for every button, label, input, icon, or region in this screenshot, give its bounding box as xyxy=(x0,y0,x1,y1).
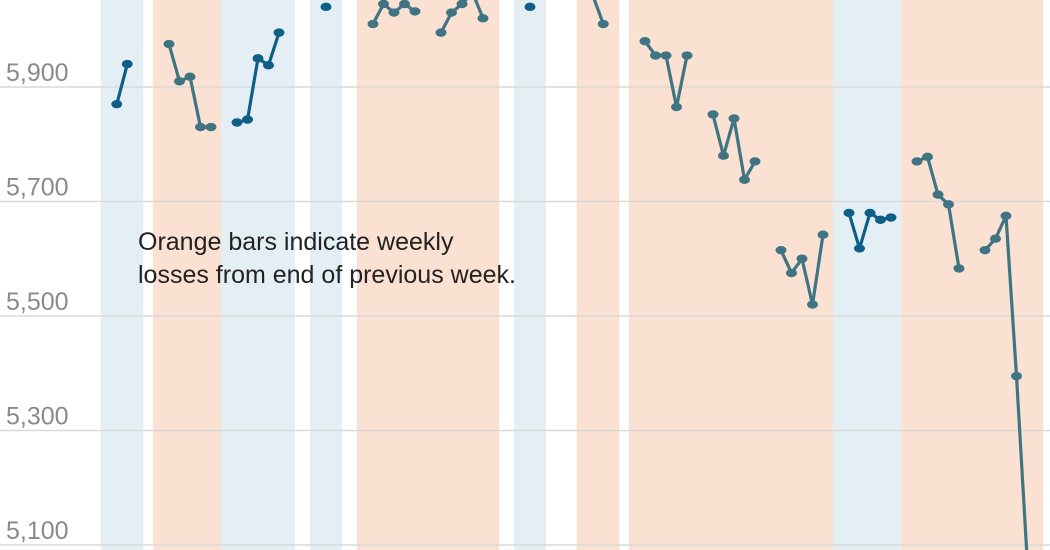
y-tick-label-5900: 5,900 xyxy=(6,59,69,87)
y-tick-label-5300: 5,300 xyxy=(6,403,69,431)
point-w5-d3 xyxy=(388,8,400,17)
point-w12-d5 xyxy=(885,213,897,222)
point-w6-d5 xyxy=(477,14,489,23)
point-w9-d3 xyxy=(660,51,672,60)
annotation-line-1: Orange bars indicate weekly xyxy=(138,228,454,256)
y-tick-label-5700: 5,700 xyxy=(6,174,69,202)
week-band-6 xyxy=(425,0,499,550)
point-w12-d3 xyxy=(864,208,876,218)
point-w10-d5 xyxy=(749,157,761,166)
week-band-11 xyxy=(765,0,839,550)
point-w13-d2 xyxy=(922,152,933,162)
point-w5-d5 xyxy=(409,7,421,16)
point-w1-d2 xyxy=(121,59,133,69)
week-line-1 xyxy=(115,62,129,106)
point-w3-d2 xyxy=(242,115,253,124)
point-w14-d1 xyxy=(979,245,991,255)
point-w5-d4 xyxy=(399,0,410,9)
point-w1-d1 xyxy=(111,99,123,109)
point-w5-d1 xyxy=(367,19,379,29)
point-w3-d4 xyxy=(263,61,274,70)
point-w4-d1 xyxy=(320,2,332,12)
point-w11-d2 xyxy=(786,268,797,278)
week-line-8 xyxy=(592,0,605,26)
point-w11-d4 xyxy=(807,300,818,309)
point-w2-d2 xyxy=(174,77,185,86)
week-band-9 xyxy=(629,0,703,550)
point-w14-d4 xyxy=(1011,371,1022,381)
point-w14-d2 xyxy=(990,234,1001,243)
point-w2-d3 xyxy=(184,72,196,81)
week-band-3 xyxy=(221,0,295,550)
week-band-8 xyxy=(576,0,620,550)
week-band-12 xyxy=(833,0,907,550)
point-w6-d3 xyxy=(456,0,468,9)
point-w2-d1 xyxy=(163,39,175,49)
week-band-7 xyxy=(514,0,546,550)
point-w8-d2 xyxy=(597,19,609,29)
point-w14-d3 xyxy=(1000,211,1012,221)
y-gridlines xyxy=(0,86,1050,546)
point-w3-d5 xyxy=(273,28,285,37)
week-band-10 xyxy=(697,0,771,550)
point-w11-d1 xyxy=(775,245,787,255)
point-w2-d4 xyxy=(195,122,206,132)
week-band-1 xyxy=(100,0,144,550)
week-band-2 xyxy=(153,0,227,550)
point-w13-d1 xyxy=(911,157,923,166)
point-w13-d3 xyxy=(932,190,944,199)
point-w12-d1 xyxy=(843,208,855,218)
point-w9-d5 xyxy=(681,51,693,60)
week-band-14 xyxy=(969,0,1043,550)
point-w6-d2 xyxy=(446,8,457,17)
point-w10-d2 xyxy=(718,151,729,160)
data-points xyxy=(111,0,1022,381)
point-w10-d3 xyxy=(728,114,740,123)
point-w11-d3 xyxy=(796,254,808,263)
annotation-line-2: losses from end of previous week. xyxy=(138,261,516,289)
point-w11-d5 xyxy=(817,230,829,239)
week-band-5 xyxy=(357,0,431,550)
point-w6-d1 xyxy=(435,28,447,37)
week-band-13 xyxy=(901,0,975,550)
annotation: Orange bars indicate weekly losses from … xyxy=(138,228,516,289)
point-w12-d2 xyxy=(854,244,865,253)
point-w9-d2 xyxy=(650,51,661,60)
point-w3-d1 xyxy=(231,118,243,127)
point-w9-d4 xyxy=(671,102,682,112)
week-band-4 xyxy=(310,0,342,550)
point-w3-d3 xyxy=(252,54,264,63)
point-w9-d1 xyxy=(639,37,651,46)
y-axis-tick-labels: 5,100 5,300 5,500 5,700 5,900 xyxy=(6,59,69,545)
y-tick-label-5100: 5,100 xyxy=(6,517,69,545)
point-w12-d4 xyxy=(875,215,886,225)
point-w2-d5 xyxy=(205,122,217,132)
point-w7-d1 xyxy=(524,2,536,12)
point-w10-d4 xyxy=(739,175,750,184)
point-w10-d1 xyxy=(707,110,719,119)
y-tick-label-5500: 5,500 xyxy=(6,288,69,316)
point-w5-d2 xyxy=(378,0,389,9)
point-w13-d5 xyxy=(953,264,965,273)
weekly-bands xyxy=(100,0,1043,550)
point-w13-d4 xyxy=(943,200,954,209)
